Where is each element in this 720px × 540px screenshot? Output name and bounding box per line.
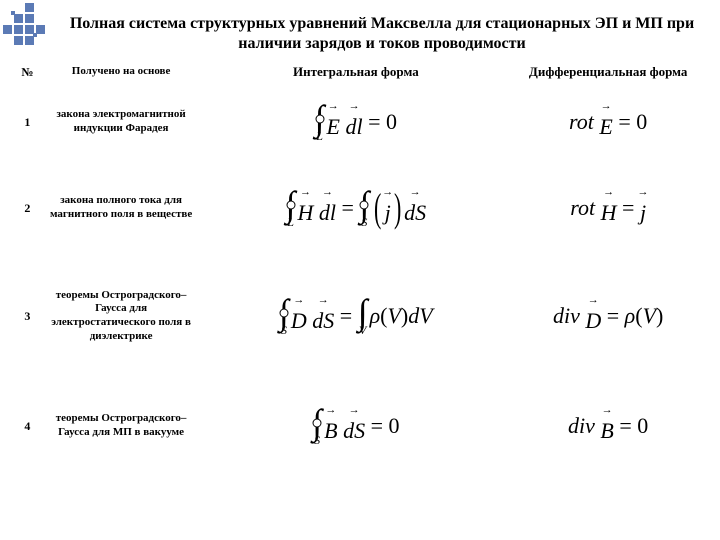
col-header-num: № (14, 60, 41, 84)
table-row: 1 закона электромагнитной индукции Фарад… (14, 84, 706, 160)
slide-title: Полная система структурных уравнений Мак… (58, 14, 706, 54)
row-num: 2 (14, 160, 41, 256)
table-row: 2 закона полного тока для магнитного пол… (14, 160, 706, 256)
row-num: 1 (14, 84, 41, 160)
row-basis: теоремы Остроградского–Гаусса для МП в в… (41, 376, 202, 476)
row-integral-formula: ∫L H dl = ∫S (j) dS (201, 160, 510, 256)
table-row: 3 теоремы Остроградского–Гаусса для элек… (14, 256, 706, 376)
row-num: 4 (14, 376, 41, 476)
col-header-basis: Получено на основе (41, 60, 202, 84)
row-basis: закона электромагнитной индукции Фарадея (41, 84, 202, 160)
maxwell-table: № Получено на основе Интегральная форма … (14, 60, 706, 476)
row-basis: теоремы Остроградского–Гаусса для электр… (41, 256, 202, 376)
row-integral-formula: ∫S D dS = ∫V ρ(V)dV (201, 256, 510, 376)
slide-page: Полная система структурных уравнений Мак… (0, 0, 720, 540)
title-wrap: Полная система структурных уравнений Мак… (58, 14, 706, 54)
row-diff-formula: rot E = 0 (510, 84, 706, 160)
row-basis: закона полного тока для магнитного поля … (41, 160, 202, 256)
row-integral-formula: ∫S B dS = 0 (201, 376, 510, 476)
row-diff-formula: div D = ρ(V) (510, 256, 706, 376)
row-integral-formula: ∫L E dl = 0 (201, 84, 510, 160)
row-diff-formula: div B = 0 (510, 376, 706, 476)
row-diff-formula: rot H = j (510, 160, 706, 256)
col-header-integral: Интегральная форма (201, 60, 510, 84)
col-header-diff: Дифференциальная форма (510, 60, 706, 84)
table-row: 4 теоремы Остроградского–Гаусса для МП в… (14, 376, 706, 476)
table-header-row: № Получено на основе Интегральная форма … (14, 60, 706, 84)
row-num: 3 (14, 256, 41, 376)
